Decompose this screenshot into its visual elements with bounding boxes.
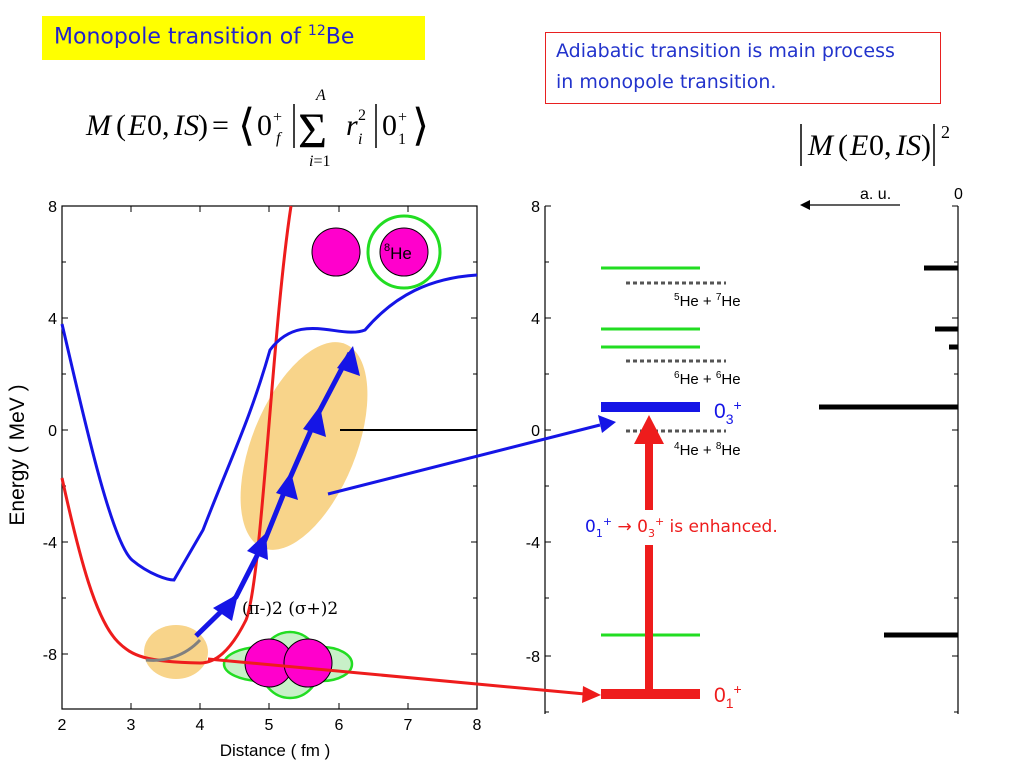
path-arrowhead-4 (303, 406, 326, 437)
path-arrowhead-2 (247, 533, 268, 560)
svg-text:E: E (849, 129, 868, 162)
svg-text:): ) (921, 129, 931, 162)
enhanced-transition-label: 01+ → 03+ is enhanced. (585, 515, 778, 540)
alpha-circle-right (283, 638, 333, 688)
red-potential-curve (60, 205, 293, 665)
svg-text:⟩: ⟩ (412, 101, 429, 150)
x-axis-label: Distance ( fm ) (220, 741, 331, 760)
svg-text:Σ: Σ (298, 102, 327, 158)
xtick-2: 2 (58, 717, 67, 734)
blue-connector-arrowhead (598, 415, 616, 433)
svg-text:2: 2 (358, 107, 366, 124)
xtick-8: 8 (473, 717, 482, 734)
xtick-6: 6 (335, 717, 344, 734)
path-arrowhead-5 (337, 346, 360, 376)
left-ytick-m8: -8 (43, 647, 57, 664)
connector-arrows (207, 415, 616, 703)
svg-text:2: 2 (941, 122, 950, 142)
left-ytick-8: 8 (48, 199, 57, 216)
svg-text:1: 1 (398, 131, 406, 148)
red-connector-line (207, 657, 586, 696)
mid-ytick-0: 0 (531, 423, 540, 440)
svg-text:): ) (198, 109, 208, 142)
svg-text:+: + (273, 109, 282, 126)
svg-text:(: ( (838, 129, 848, 162)
transition-arrowhead (634, 415, 664, 444)
path-arrowhead-3 (276, 472, 298, 500)
blue-potential-curve (60, 273, 478, 582)
svg-text:IS: IS (895, 129, 921, 162)
svg-text:M: M (807, 129, 835, 162)
svg-text:0,: 0, (147, 109, 170, 142)
svg-text:0,: 0, (869, 129, 892, 162)
note-box (545, 32, 941, 104)
potential-plot: 8 4 0 -4 -8 2 3 4 5 6 7 8 Distance ( fm … (6, 199, 482, 760)
red-connector-arrowhead (582, 686, 601, 703)
monopole-matrix-element-formula: M ( E 0, IS ) = ⟨ 0 + f Σ A i=1 r 2 i 0 … (85, 87, 429, 170)
svg-text:r: r (346, 109, 358, 142)
strength-plot: a. u. 0 (800, 186, 963, 714)
highlight-ellipse-small (144, 625, 208, 679)
threshold-5he7he-label: 5He + 7He (674, 292, 741, 310)
state-03-label: 03+ (714, 397, 742, 427)
svg-text:i: i (358, 131, 362, 148)
left-ytick-4: 4 (48, 311, 57, 328)
note-line-1: Adiabatic transition is main process (556, 40, 895, 62)
blue-connector-line (327, 423, 601, 496)
level-scheme-plot: 8 4 0 -4 -8 5He + 7He 6He + 6He 4He + 8H… (526, 199, 778, 714)
he8-label: 8He (384, 242, 412, 263)
state-01-label: 01+ (714, 681, 742, 711)
orbital-configuration-label: (π-)2 (σ+)2 (242, 599, 338, 619)
xtick-7: 7 (404, 717, 413, 734)
slide-title: Monopole transition of 12Be (54, 23, 355, 50)
svg-text:⟨: ⟨ (238, 101, 255, 150)
title-highlight (42, 16, 425, 60)
svg-text:=: = (212, 109, 229, 142)
strength-direction-arrowhead (800, 200, 810, 210)
transition-arrow-shaft-lower (645, 545, 653, 691)
svg-text:f: f (276, 130, 283, 147)
xtick-3: 3 (127, 717, 136, 734)
svg-text:0: 0 (257, 109, 272, 142)
svg-text:0: 0 (382, 109, 397, 142)
he8-inner-circle (379, 227, 429, 277)
y-axis-label: Energy ( MeV ) (6, 384, 29, 525)
strength-formula: M ( E 0, IS ) 2 (800, 122, 950, 166)
strength-zero-label: 0 (954, 186, 963, 203)
svg-text:A: A (315, 87, 326, 104)
mid-ytick-8: 8 (531, 199, 540, 216)
mid-ytick-4: 4 (531, 311, 540, 328)
mid-ytick-m4: -4 (526, 535, 540, 552)
ground-state-path (145, 638, 202, 662)
transition-arrow-shaft-upper (645, 438, 653, 510)
xtick-4: 4 (196, 717, 205, 734)
svg-text:M: M (85, 109, 113, 142)
xtick-5: 5 (265, 717, 274, 734)
mid-ytick-m8: -8 (526, 649, 540, 666)
path-arrowhead-1 (213, 594, 238, 621)
svg-text:+: + (398, 109, 407, 126)
strength-unit-label: a. u. (860, 186, 891, 203)
left-ytick-0: 0 (48, 423, 57, 440)
note-line-2: in monopole transition. (556, 71, 777, 93)
alpha-cluster-circle (311, 227, 361, 277)
threshold-4he8he-label: 4He + 8He (674, 441, 741, 459)
threshold-6he6he-label: 6He + 6He (674, 370, 741, 388)
svg-text:(: ( (116, 109, 126, 142)
svg-text:E: E (127, 109, 146, 142)
svg-text:i=1: i=1 (309, 153, 330, 170)
svg-text:IS: IS (173, 109, 199, 142)
left-ytick-m4: -4 (43, 535, 57, 552)
